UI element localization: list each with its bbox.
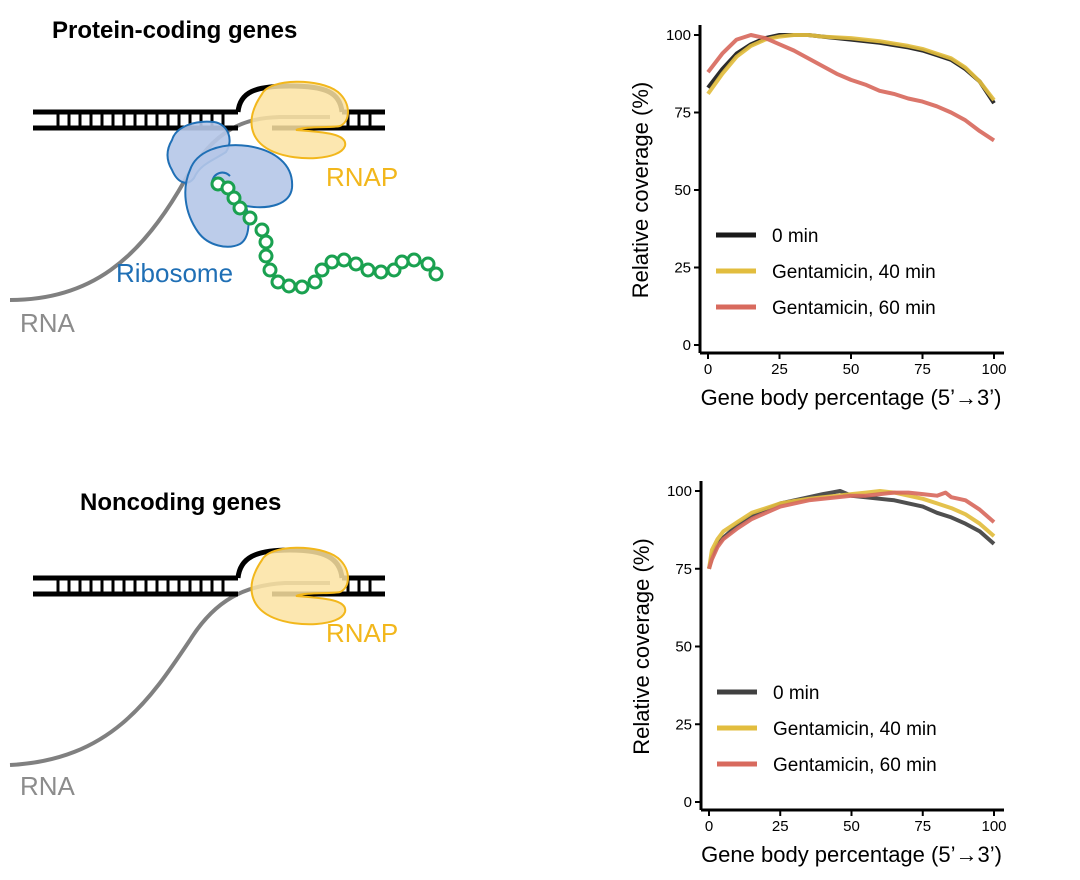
x-axis-title: Gene body percentage (5’→3’) <box>701 385 1002 410</box>
y-tick-label: 0 <box>684 794 692 811</box>
panel-title-noncoding: Noncoding genes <box>80 489 281 516</box>
peptide-residue <box>314 262 330 278</box>
peptide-residue <box>294 279 310 295</box>
series-line-2 <box>706 33 996 143</box>
y-tick-label: 100 <box>667 483 692 500</box>
peptide-residue <box>420 256 436 272</box>
legend-label: 0 min <box>773 683 819 704</box>
peptide-residue <box>232 200 248 216</box>
legend-label: Gentamicin, 60 min <box>773 755 937 776</box>
peptide-residue <box>242 210 258 226</box>
series-line-1 <box>706 33 996 102</box>
coverage-chart-protein-coding: 0 25 50 75 100 0 25 50 75 100 Gene body percentage… <box>628 25 1007 410</box>
y-tick-label: 50 <box>674 182 691 199</box>
peptide-residue <box>394 254 410 270</box>
y-tick-label: 25 <box>675 716 692 733</box>
y-tick-label: 75 <box>675 561 692 578</box>
series-line-0 <box>707 489 996 570</box>
peptide-residue <box>324 254 340 270</box>
panel-title-protein-coding: Protein-coding genes <box>52 17 297 44</box>
legend-label: Gentamicin, 40 min <box>773 719 937 740</box>
y-tick-label: 25 <box>674 260 691 277</box>
peptide-residue <box>348 256 364 272</box>
x-tick-label: 50 <box>843 361 860 378</box>
peptide-residue <box>281 278 297 294</box>
peptide-residue <box>428 266 444 282</box>
y-tick-label: 75 <box>674 105 691 122</box>
rnap-label-bottom: RNAP <box>326 618 398 648</box>
rnap-label: RNAP <box>326 162 398 192</box>
x-tick-label: 75 <box>914 818 931 835</box>
x-axis-title: Gene body percentage (5’→3’) <box>701 842 1002 867</box>
peptide-residue <box>262 262 278 278</box>
peptide-residue <box>254 222 270 238</box>
x-tick-label: 50 <box>843 818 860 835</box>
peptide-residue <box>336 252 352 268</box>
x-tick-label: 75 <box>914 361 931 378</box>
peptide-residue <box>258 248 274 264</box>
y-axis-title: Relative coverage (%) <box>628 82 653 298</box>
series-line-2 <box>707 490 996 570</box>
legend-label: 0 min <box>772 226 818 247</box>
peptide-residue <box>360 262 376 278</box>
legend-label: Gentamicin, 60 min <box>772 298 936 319</box>
noncoding-schematic: Noncoding genes RNAP RNA <box>9 489 398 801</box>
legend-label: Gentamicin, 40 min <box>772 262 936 283</box>
x-tick-label: 25 <box>771 361 788 378</box>
x-tick-label: 0 <box>704 361 712 378</box>
rnap-complex-bottom <box>250 546 349 626</box>
x-tick-label: 100 <box>981 361 1006 378</box>
y-tick-label: 100 <box>666 27 691 44</box>
y-axis-title: Relative coverage (%) <box>629 538 654 754</box>
ribosome-label: Ribosome <box>116 258 233 288</box>
peptide-residue <box>373 264 389 280</box>
x-tick-label: 100 <box>981 818 1006 835</box>
coverage-chart-noncoding: 0 25 50 75 100 0 25 50 75 100 Gene body percentage… <box>629 481 1007 867</box>
peptide-residue <box>406 252 422 268</box>
rna-label-bottom: RNA <box>20 771 76 801</box>
peptide-residue <box>307 274 323 290</box>
rnap-complex <box>250 80 349 160</box>
y-tick-label: 50 <box>675 639 692 656</box>
x-tick-label: 0 <box>705 818 713 835</box>
y-tick-label: 0 <box>683 337 691 354</box>
peptide-chain <box>210 176 444 295</box>
peptide-residue <box>258 234 274 250</box>
protein-coding-schematic: Protein-coding genes RNAP Ribosome RNA <box>9 17 444 338</box>
rna-label-top: RNA <box>20 308 76 338</box>
x-tick-label: 25 <box>772 818 789 835</box>
series-line-1 <box>707 489 996 570</box>
